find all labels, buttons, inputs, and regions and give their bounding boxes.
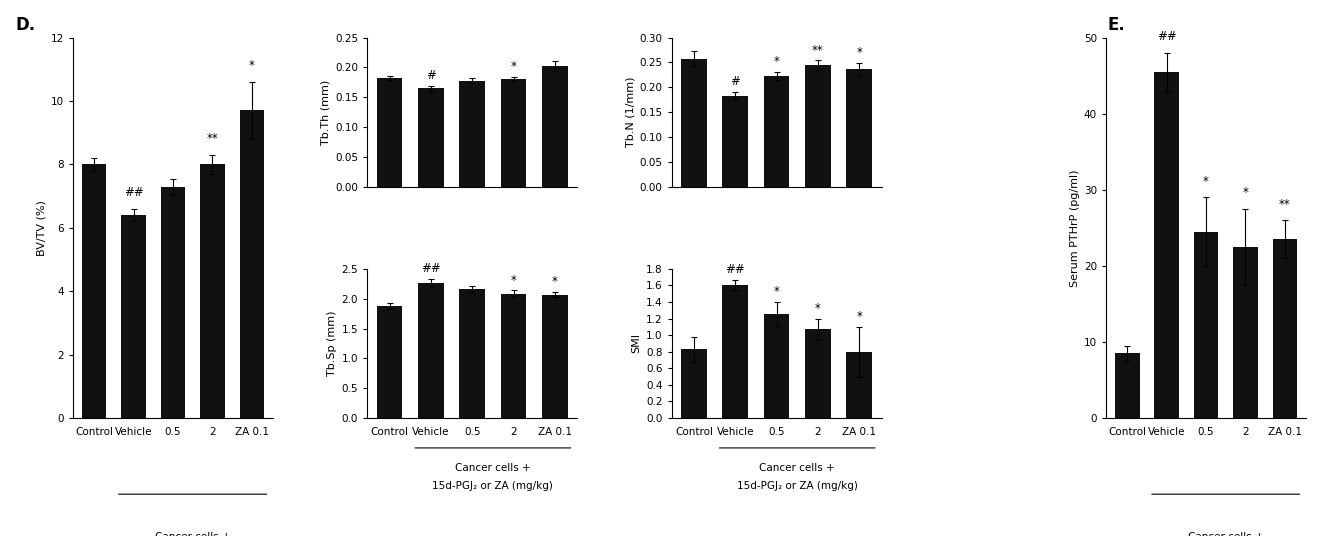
Text: *: * [857,310,862,323]
Text: *: * [815,302,821,315]
Bar [377,78,402,187]
Bar [682,59,707,187]
Bar [805,329,830,418]
Text: ##: ## [725,263,745,276]
Bar [682,349,707,418]
Bar [418,88,444,187]
Bar [459,80,485,187]
Y-axis label: Serum PTHrP (pg/ml): Serum PTHrP (pg/ml) [1070,169,1079,287]
Bar [1115,353,1139,418]
Text: #: # [426,69,436,82]
Y-axis label: Tb.N (1/mm): Tb.N (1/mm) [625,77,635,147]
Text: 15d-PGJ₂ or ZA (mg/kg): 15d-PGJ₂ or ZA (mg/kg) [737,481,858,491]
Bar [764,315,789,418]
Text: E.: E. [1107,16,1124,34]
Bar [418,282,444,418]
Bar [501,79,526,187]
Bar [122,215,146,418]
Text: *: * [773,55,780,68]
Bar [723,96,748,187]
Text: **: ** [1280,198,1290,211]
Text: *: * [773,285,780,298]
Bar [1273,239,1297,418]
Text: ##: ## [1156,30,1176,43]
Y-axis label: Tb.Sp (mm): Tb.Sp (mm) [328,311,337,376]
Text: ##: ## [422,262,440,276]
Text: *: * [1203,175,1209,188]
Bar [542,294,568,418]
Y-axis label: Tb.Th (mm): Tb.Th (mm) [321,79,332,145]
Bar [764,76,789,187]
Bar [160,187,186,418]
Bar [1193,232,1219,418]
Text: *: * [249,59,255,72]
Text: *: * [511,60,517,73]
Text: *: * [511,273,517,287]
Text: ##: ## [123,186,143,199]
Text: Cancer cells +: Cancer cells + [760,463,835,473]
Y-axis label: SMI: SMI [631,333,642,353]
Bar [82,165,106,418]
Text: D.: D. [16,16,36,34]
Bar [200,165,224,418]
Bar [459,289,485,418]
Text: Cancer cells +: Cancer cells + [155,532,231,536]
Y-axis label: BV/TV (%): BV/TV (%) [37,200,46,256]
Bar [377,306,402,418]
Text: #: # [731,75,740,88]
Bar [723,285,748,418]
Bar [501,294,526,418]
Text: Cancer cells +: Cancer cells + [455,463,530,473]
Bar [846,69,873,187]
Text: *: * [552,275,558,288]
Bar [846,352,873,418]
Text: *: * [857,46,862,59]
Bar [1233,247,1257,418]
Text: **: ** [207,132,219,145]
Text: **: ** [812,43,823,57]
Text: 15d-PGJ₂ or ZA (mg/kg): 15d-PGJ₂ or ZA (mg/kg) [432,481,553,491]
Bar [542,66,568,187]
Bar [1155,72,1179,418]
Text: Cancer cells +: Cancer cells + [1188,532,1264,536]
Bar [240,110,264,418]
Bar [805,65,830,187]
Text: *: * [1242,186,1248,199]
